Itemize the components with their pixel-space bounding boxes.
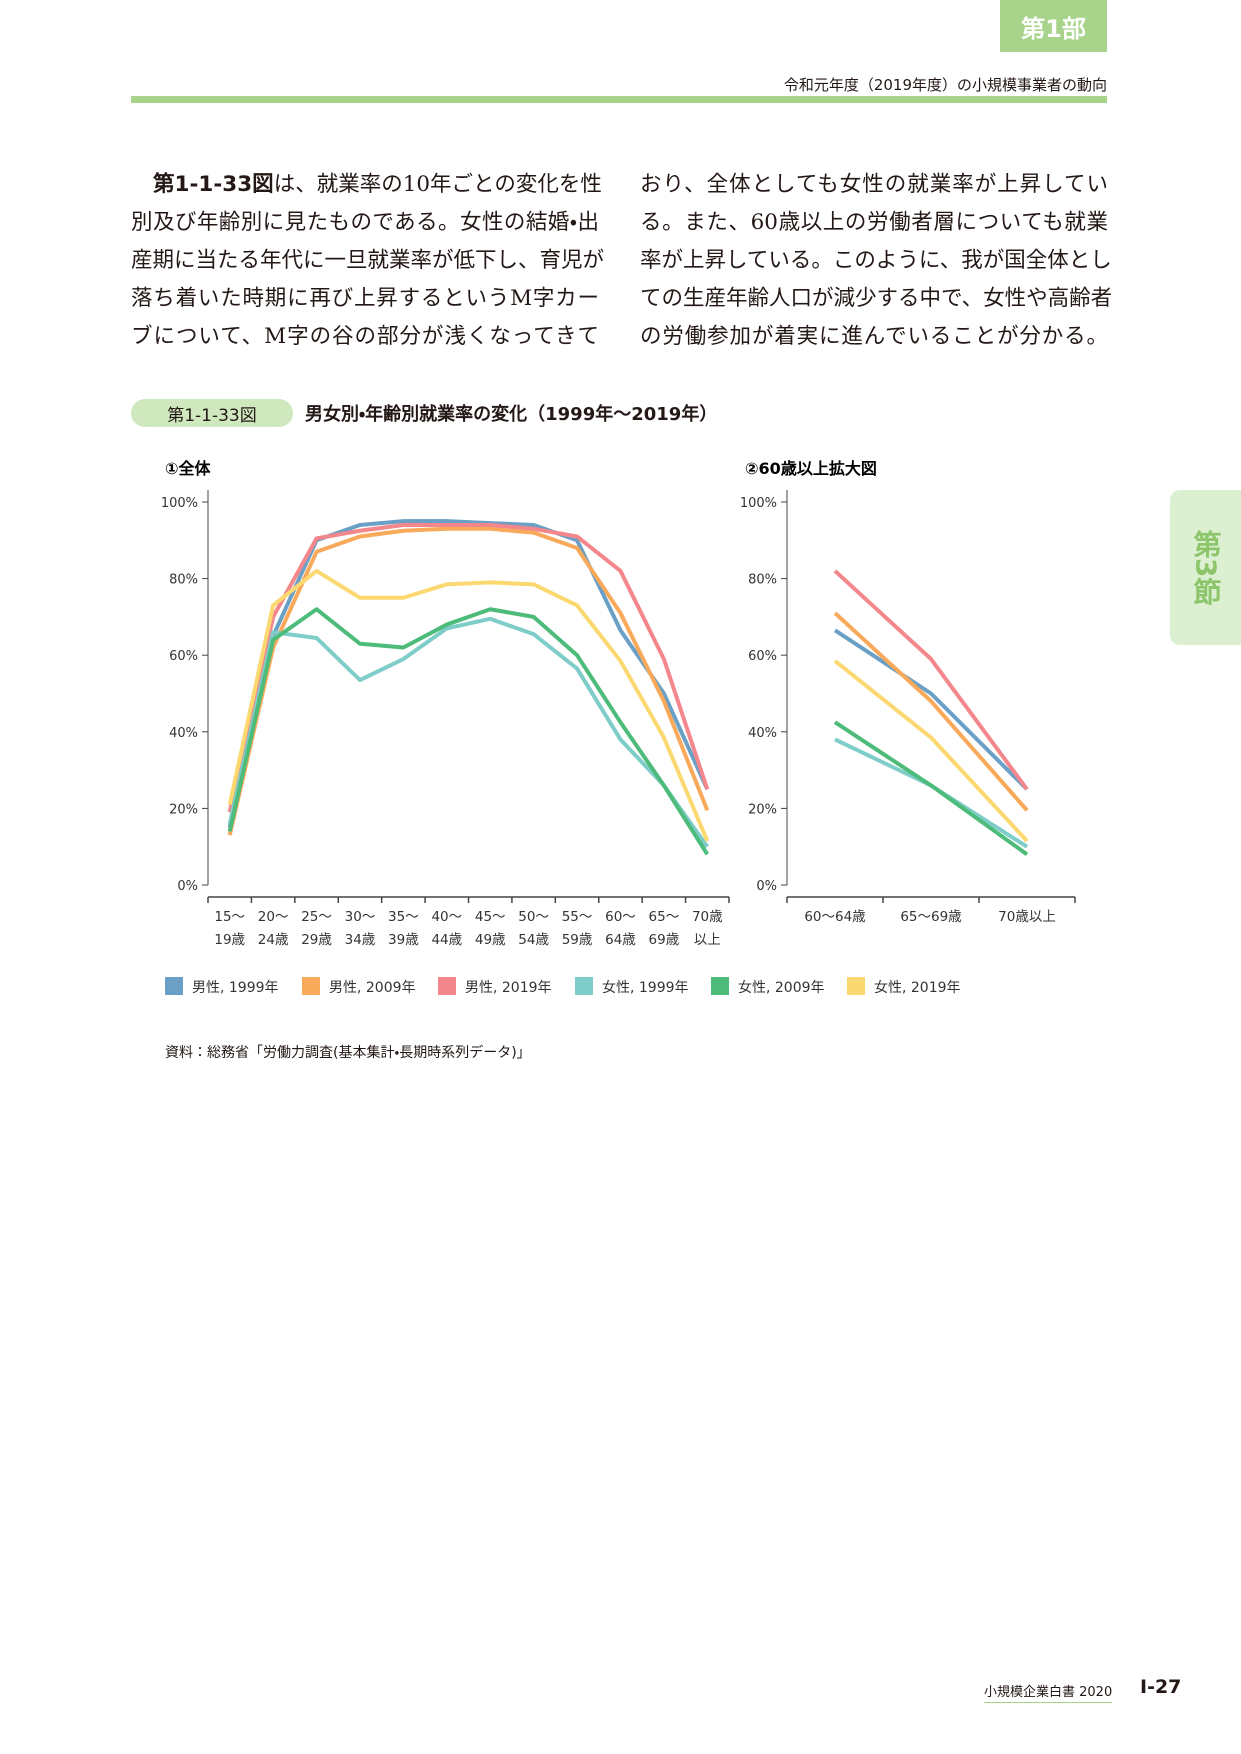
y-tick-label: 60% [169,649,198,664]
legend-label: 女性, 1999年 [602,980,689,996]
series-line [227,616,709,848]
running-title: 令和元年度（2019年度）の小規模事業者の動向 [783,76,1107,94]
y-tick-label: 40% [169,726,198,741]
y-tick-label: 100% [740,496,777,511]
legend-swatch [847,977,865,995]
x-tick-label: 15～ 19歳 [214,909,245,948]
body-line: 産期に当たる年代に一旦就業率が低下し、育児が [131,248,605,273]
series-line [227,522,710,813]
series-line [834,737,1029,849]
body-line: 率が上昇している。このように、我が国全体とし [640,248,1112,273]
series-line [833,569,1029,791]
body-line: ブについて、M字の谷の部分が浅くなってきて [131,324,599,349]
figure-ref: 第1-1-33図 [153,172,274,197]
body-left: 第1-1-33図は、就業率の10年ごとの変化を性別及び年齢別に見たものである。女… [131,166,605,356]
series-line [833,659,1029,843]
legend-label: 男性, 2019年 [465,980,552,996]
x-tick-label: 25～ 29歳 [301,909,332,948]
series-line [227,568,710,842]
y-tick-label: 0% [177,879,198,894]
figure-title: 男女別・年齢別就業率の変化（1999年～2019年） [305,404,718,425]
footer-book: 小規模企業白書 2020 [984,1681,1113,1703]
x-tick-label: 70歳以上 [998,909,1056,925]
body-line: る。また、60歳以上の労働者層についても就業 [640,210,1108,235]
x-tick-label: 20～ 24歳 [258,909,289,948]
x-tick-label: 70歳以上 [692,909,723,948]
series-line [833,720,1029,856]
body-line: 落ち着いた時期に再び上昇するというM字カー [131,286,599,311]
legend-swatch [438,977,456,995]
y-tick-label: 20% [748,802,777,817]
legend-swatch [711,977,729,995]
body-line: の労働参加が着実に進んでいることが分かる。 [640,324,1108,349]
y-tick-label: 80% [748,573,777,588]
x-tick-label: 65～69歳 [649,909,680,948]
series-line [833,628,1029,791]
section-tab: 第3節 [1170,490,1241,645]
legend-label: 女性, 2019年 [874,980,961,996]
body-line: 別及び年齢別に見たものである。女性の結婚・出 [131,210,599,235]
figure-source: 資料：総務省「労働力調査(基本集計・長期時系列データ)」 [165,1045,531,1061]
x-tick-label: 55～ 59歳 [562,909,593,948]
figure-number: 第1-1-33図 [131,399,293,427]
body-line: 第1-1-33図は、就業率の10年ごとの変化を性 [131,166,602,204]
y-tick-label: 100% [161,496,198,511]
x-tick-label: 60～64歳 [804,909,866,925]
series-line [227,607,709,856]
x-tick-label: 35～ 39歳 [388,909,419,948]
chart-title: ①全体 [165,459,212,478]
x-tick-label: 40～ 44歳 [431,909,462,948]
legend-label: 男性, 1999年 [192,980,279,996]
body-line: ての生産年齢人口が減少する中で、女性や高齢者 [640,286,1113,311]
body-right: おり、全体としても女性の就業率が上昇してい る。また、60歳以上の労働者層について… [640,166,1113,356]
header-rule [131,96,1107,103]
series-line [227,519,710,828]
x-tick-label: 45～ 49歳 [475,909,506,948]
body-text: は、就業率の10年ごとの変化を性 [273,172,602,197]
x-tick-label: 60～64歳 [605,909,636,948]
y-tick-label: 80% [169,573,198,588]
body-line: おり、全体としても女性の就業率が上昇してい [640,172,1108,197]
y-tick-label: 60% [748,649,777,664]
series-line [833,611,1029,812]
legend-label: 女性, 2009年 [738,980,825,996]
x-tick-label: 30～ 34歳 [345,909,376,948]
legend-swatch [575,977,593,995]
x-tick-label: 65～69歳 [900,909,962,925]
y-tick-label: 0% [756,879,777,894]
footer-page: I-27 [1140,1676,1182,1698]
part-tab: 第1部 [1000,0,1107,52]
y-tick-label: 20% [169,802,198,817]
legend-label: 男性, 2009年 [329,980,416,996]
series-line [227,526,710,836]
y-tick-label: 40% [748,726,777,741]
legend-swatch [165,977,183,995]
chart-title: ②60歳以上拡大図 [745,459,877,478]
x-tick-label: 50～ 54歳 [518,909,549,948]
legend-swatch [302,977,320,995]
